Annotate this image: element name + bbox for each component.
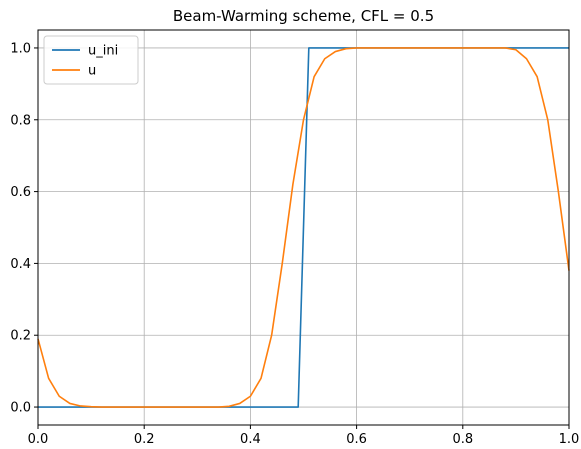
y-tick-label: 1.0 (10, 41, 31, 56)
y-tick-label: 0.2 (10, 329, 31, 344)
x-tick-label: 0.4 (240, 432, 261, 447)
x-tick-label: 0.6 (346, 432, 367, 447)
y-tick-label: 0.0 (10, 401, 31, 416)
x-tick-label: 1.0 (559, 432, 580, 447)
series-line-u (37, 47, 570, 408)
y-tick-label: 0.4 (10, 257, 31, 272)
x-tick-label: 0.0 (28, 432, 49, 447)
plot-frame (37, 29, 570, 426)
ticks: 0.0 0.2 0.4 0.6 0.8 1.0 0.0 0.2 0.4 0.6 0.8 1.0 (10, 41, 579, 447)
x-tick-label: 0.8 (452, 432, 473, 447)
chart-title: Beam-Warming scheme, CFL = 0.5 (173, 7, 434, 25)
legend-label: u_ini (88, 44, 118, 59)
y-tick-label: 0.8 (10, 113, 31, 128)
y-tick-label: 0.6 (10, 185, 31, 200)
legend-label: u (88, 64, 96, 79)
legend-box (43, 35, 139, 85)
series-layer (37, 47, 570, 408)
x-tick-label: 0.2 (134, 432, 155, 447)
